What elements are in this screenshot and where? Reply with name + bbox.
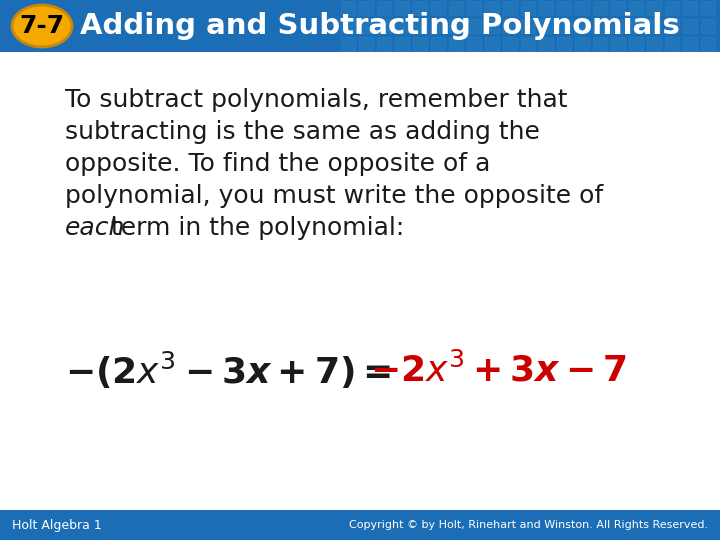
FancyBboxPatch shape (395, 37, 409, 51)
FancyBboxPatch shape (665, 1, 679, 15)
Text: $\boldsymbol{-(2x^3 - 3x + 7)=}$: $\boldsymbol{-(2x^3 - 3x + 7)=}$ (65, 349, 392, 390)
FancyBboxPatch shape (449, 1, 463, 15)
FancyBboxPatch shape (449, 19, 463, 33)
FancyBboxPatch shape (611, 37, 625, 51)
Text: Adding and Subtracting Polynomials: Adding and Subtracting Polynomials (80, 12, 680, 40)
FancyBboxPatch shape (701, 1, 715, 15)
FancyBboxPatch shape (629, 1, 643, 15)
FancyBboxPatch shape (683, 1, 697, 15)
FancyBboxPatch shape (539, 19, 553, 33)
FancyBboxPatch shape (0, 0, 720, 52)
Text: 7-7: 7-7 (19, 14, 65, 38)
FancyBboxPatch shape (449, 37, 463, 51)
FancyBboxPatch shape (593, 1, 607, 15)
FancyBboxPatch shape (341, 19, 355, 33)
FancyBboxPatch shape (701, 37, 715, 51)
FancyBboxPatch shape (665, 37, 679, 51)
FancyBboxPatch shape (395, 19, 409, 33)
FancyBboxPatch shape (359, 1, 373, 15)
FancyBboxPatch shape (665, 19, 679, 33)
FancyBboxPatch shape (467, 1, 481, 15)
FancyBboxPatch shape (593, 19, 607, 33)
Ellipse shape (12, 5, 72, 47)
Text: opposite. To find the opposite of a: opposite. To find the opposite of a (65, 152, 490, 176)
FancyBboxPatch shape (431, 37, 445, 51)
FancyBboxPatch shape (647, 1, 661, 15)
FancyBboxPatch shape (341, 37, 355, 51)
FancyBboxPatch shape (377, 19, 391, 33)
FancyBboxPatch shape (359, 37, 373, 51)
FancyBboxPatch shape (683, 19, 697, 33)
FancyBboxPatch shape (377, 1, 391, 15)
Text: subtracting is the same as adding the: subtracting is the same as adding the (65, 120, 540, 144)
FancyBboxPatch shape (485, 37, 499, 51)
FancyBboxPatch shape (413, 37, 427, 51)
FancyBboxPatch shape (629, 37, 643, 51)
FancyBboxPatch shape (485, 1, 499, 15)
FancyBboxPatch shape (539, 1, 553, 15)
FancyBboxPatch shape (341, 1, 355, 15)
FancyBboxPatch shape (359, 19, 373, 33)
FancyBboxPatch shape (557, 37, 571, 51)
Text: $\boldsymbol{-2x^3 + 3x - 7}$: $\boldsymbol{-2x^3 + 3x - 7}$ (370, 352, 627, 388)
FancyBboxPatch shape (413, 1, 427, 15)
FancyBboxPatch shape (377, 37, 391, 51)
FancyBboxPatch shape (575, 19, 589, 33)
FancyBboxPatch shape (0, 510, 720, 540)
Text: term in the polynomial:: term in the polynomial: (103, 216, 404, 240)
FancyBboxPatch shape (467, 19, 481, 33)
FancyBboxPatch shape (503, 1, 517, 15)
FancyBboxPatch shape (503, 19, 517, 33)
FancyBboxPatch shape (683, 37, 697, 51)
Text: To subtract polynomials, remember that: To subtract polynomials, remember that (65, 88, 567, 112)
FancyBboxPatch shape (413, 19, 427, 33)
FancyBboxPatch shape (521, 19, 535, 33)
FancyBboxPatch shape (629, 19, 643, 33)
FancyBboxPatch shape (557, 1, 571, 15)
FancyBboxPatch shape (647, 19, 661, 33)
FancyBboxPatch shape (647, 37, 661, 51)
FancyBboxPatch shape (611, 19, 625, 33)
Text: Copyright © by Holt, Rinehart and Winston. All Rights Reserved.: Copyright © by Holt, Rinehart and Winsto… (349, 520, 708, 530)
Text: polynomial, you must write the opposite of: polynomial, you must write the opposite … (65, 184, 603, 208)
FancyBboxPatch shape (395, 1, 409, 15)
FancyBboxPatch shape (431, 19, 445, 33)
FancyBboxPatch shape (701, 19, 715, 33)
FancyBboxPatch shape (575, 1, 589, 15)
FancyBboxPatch shape (485, 19, 499, 33)
FancyBboxPatch shape (521, 1, 535, 15)
FancyBboxPatch shape (539, 37, 553, 51)
Text: Holt Algebra 1: Holt Algebra 1 (12, 518, 102, 531)
FancyBboxPatch shape (593, 37, 607, 51)
FancyBboxPatch shape (575, 37, 589, 51)
Text: each: each (65, 216, 125, 240)
FancyBboxPatch shape (431, 1, 445, 15)
FancyBboxPatch shape (503, 37, 517, 51)
FancyBboxPatch shape (611, 1, 625, 15)
FancyBboxPatch shape (467, 37, 481, 51)
FancyBboxPatch shape (521, 37, 535, 51)
FancyBboxPatch shape (557, 19, 571, 33)
